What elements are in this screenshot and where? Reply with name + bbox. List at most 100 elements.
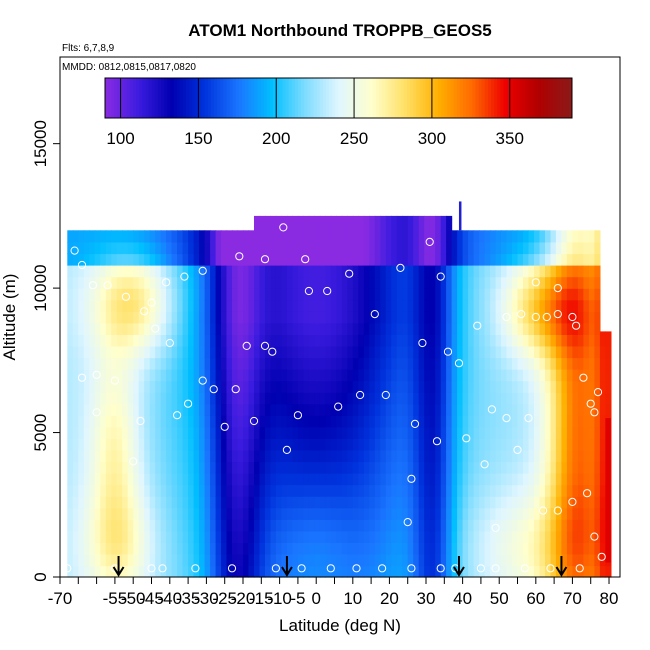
sample-point [553,506,562,515]
heatmap-cell [286,345,293,359]
heatmap-cell [303,230,310,243]
heatmap-cell [193,276,200,289]
heatmap-cell [314,553,321,567]
heatmap-cell [599,484,606,497]
heatmap-cell [347,403,354,416]
sample-point [473,321,482,330]
colorbar-segment [463,78,467,118]
heatmap-cell [418,265,425,278]
heatmap-cell [473,288,480,301]
heatmap-cell [462,403,469,416]
heatmap-cell [160,461,167,474]
heatmap-cell [94,507,101,520]
heatmap-cell [396,449,403,463]
heatmap-cell [127,392,134,405]
heatmap-cell [468,253,475,266]
colorbar-segment [189,78,193,118]
heatmap-cell [506,369,513,382]
heatmap-cell [116,426,123,439]
heatmap-cell [188,241,195,255]
heatmap-cell [281,496,288,509]
sample-point [198,266,207,275]
heatmap-cell [374,230,381,243]
heatmap-cell [429,322,436,335]
heatmap-cell [275,265,282,278]
heatmap-cell [78,265,85,278]
heatmap-cell [138,380,145,393]
heatmap-cell [435,253,442,266]
heatmap-cell [221,369,228,382]
heatmap-cell [429,392,436,405]
heatmap-cell [89,473,96,486]
heatmap-cell [297,253,304,266]
heatmap-cell [319,438,326,451]
heatmap-cell [72,496,79,509]
heatmap-cell [572,392,579,405]
heatmap-cell [314,276,321,289]
heatmap-cell [297,473,304,486]
heatmap-cell [402,322,409,335]
heatmap-cell [341,473,348,486]
heatmap-cell [501,241,508,255]
heatmap-cell [177,496,184,509]
heatmap-cell [72,542,79,555]
heatmap-cell [407,369,414,382]
heatmap-cell [577,288,584,301]
heatmap-cell [369,415,376,428]
heatmap-cell [468,415,475,428]
heatmap-cell [341,334,348,347]
heatmap-cell [413,553,420,567]
heatmap-cell [116,241,123,255]
heatmap-cell [275,345,282,359]
heatmap-cell [83,519,90,532]
heatmap-cell [226,357,233,370]
heatmap-cell [232,415,239,428]
heatmap-cell [160,230,167,243]
heatmap-cell [484,380,491,393]
heatmap-cell [517,345,524,359]
heatmap-cell [199,288,206,301]
heatmap-cell [457,241,464,255]
heatmap-cell [160,519,167,532]
heatmap-cell [363,438,370,451]
heatmap-cell [555,253,562,266]
heatmap-cell [512,565,519,578]
heatmap-cell [232,334,239,347]
heatmap-cell [506,334,513,347]
heatmap-cell [226,496,233,509]
heatmap-cell [116,345,123,359]
heatmap-cell [479,496,486,509]
heatmap-cell [451,392,458,405]
heatmap-cell [177,507,184,520]
heatmap-cell [177,403,184,416]
heatmap-cell [468,403,475,416]
heatmap-cell [583,276,590,289]
heatmap-cell [122,565,129,578]
heatmap-cell [286,380,293,393]
heatmap-cell [336,530,343,543]
heatmap-cell [325,449,332,463]
heatmap-cell [237,345,244,359]
heatmap-cell [160,334,167,347]
heatmap-cell [330,380,337,393]
heatmap-cell [138,403,145,416]
heatmap-cell [259,357,266,370]
heatmap-cell [517,253,524,266]
heatmap-cell [215,311,222,324]
heatmap-cell [83,507,90,520]
heatmap-cell [122,496,129,509]
heatmap-cell [385,449,392,463]
heatmap-cell [341,426,348,439]
heatmap-cell [484,369,491,382]
heatmap-cell [72,334,79,347]
heatmap-cell [204,345,211,359]
heatmap-cell [512,438,519,451]
heatmap-cell [429,311,436,324]
heatmap-cell [171,426,178,439]
heatmap-cell [243,542,250,555]
heatmap-cell [440,553,447,567]
heatmap-cell [429,230,436,243]
heatmap-cell [501,299,508,312]
heatmap-cell [539,519,546,532]
heatmap-cell [138,542,145,555]
